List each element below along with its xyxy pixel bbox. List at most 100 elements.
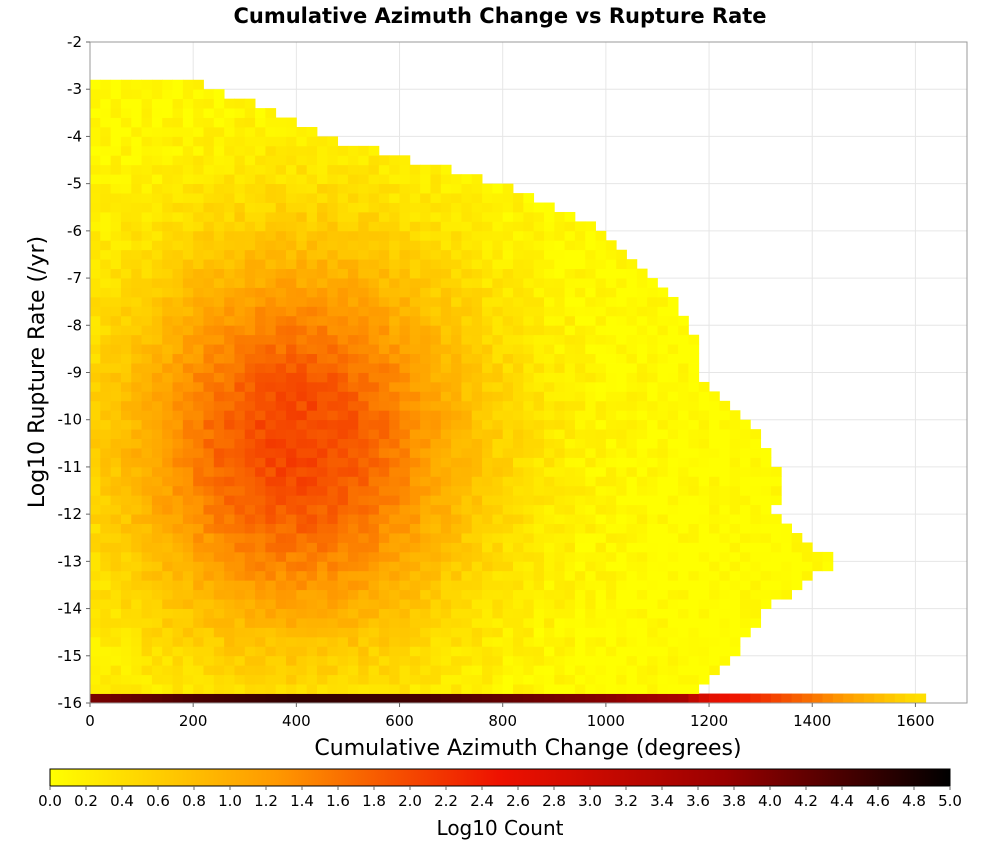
heatmap-cell: [224, 608, 235, 619]
heatmap-cell: [543, 684, 555, 694]
heatmap-cell: [533, 306, 545, 317]
heatmap-cell: [409, 476, 421, 487]
heatmap-cell: [172, 211, 184, 222]
heatmap-cell: [286, 306, 297, 317]
heatmap-cell: [193, 674, 204, 685]
heatmap-cell: [90, 259, 101, 270]
heatmap-cell: [234, 145, 246, 156]
heatmap-cell: [286, 136, 297, 147]
heatmap-cell: [616, 485, 627, 496]
heatmap-cell: [255, 466, 266, 477]
heatmap-cell: [151, 561, 163, 572]
heatmap-cell: [286, 608, 297, 619]
heatmap-cell: [162, 618, 173, 628]
heatmap-cell: [327, 561, 339, 572]
heatmap-cell: [647, 627, 658, 638]
heatmap-cell: [605, 344, 617, 355]
heatmap-cell: [110, 211, 122, 222]
heatmap-cell: [182, 655, 194, 666]
heatmap-cell: [430, 684, 442, 694]
heatmap-cell: [523, 240, 535, 251]
heatmap-cell: [461, 448, 473, 458]
heatmap-cell: [750, 495, 762, 506]
heatmap-cell: [430, 315, 442, 326]
heatmap-cell: [626, 391, 638, 402]
heatmap-cell: [182, 174, 194, 185]
heatmap-cell: [595, 259, 607, 270]
heatmap-cell: [729, 608, 741, 619]
heatmap-cell: [729, 438, 741, 449]
heatmap-cell: [368, 655, 380, 666]
heatmap-cell: [378, 608, 390, 619]
heatmap-cell: [286, 240, 297, 251]
heatmap-cell: [213, 504, 225, 515]
heatmap-cell: [347, 655, 359, 666]
heatmap-cell: [471, 618, 483, 628]
heatmap-cell: [554, 618, 566, 628]
heatmap-cell: [203, 259, 215, 270]
heatmap-cell: [182, 599, 194, 609]
heatmap-cell: [213, 693, 225, 704]
heatmap-cell: [203, 221, 215, 232]
heatmap-cell: [543, 325, 555, 336]
heatmap-cell: [440, 202, 452, 213]
heatmap-cell: [420, 259, 431, 270]
heatmap-cell: [110, 89, 122, 100]
heatmap-cell: [461, 249, 473, 260]
heatmap-cell: [327, 344, 339, 355]
heatmap-cell: [451, 174, 462, 185]
heatmap-cell: [409, 278, 421, 288]
heatmap-cell: [90, 278, 101, 288]
heatmap-cell: [378, 485, 390, 496]
heatmap-cell: [574, 684, 586, 694]
heatmap-cell: [172, 202, 184, 213]
heatmap-cell: [729, 523, 741, 534]
heatmap-cell: [100, 476, 112, 487]
heatmap-cell: [585, 240, 596, 251]
heatmap-cell: [482, 448, 493, 458]
heatmap-cell: [306, 429, 318, 439]
heatmap-cell: [358, 533, 369, 543]
heatmap-cell: [688, 391, 700, 402]
heatmap-cell: [574, 372, 586, 383]
heatmap-cell: [657, 372, 669, 383]
heatmap-cell: [90, 325, 101, 336]
heatmap-cell: [574, 448, 586, 458]
heatmap-cell: [316, 410, 328, 421]
heatmap-cell: [162, 570, 173, 581]
heatmap-cell: [461, 684, 473, 694]
heatmap-cell: [678, 466, 689, 477]
heatmap-cell: [430, 561, 442, 572]
heatmap-cell: [337, 259, 349, 270]
heatmap-cell: [244, 655, 256, 666]
heatmap-cell: [574, 353, 586, 364]
heatmap-cell: [523, 353, 535, 364]
heatmap-cells: [90, 79, 927, 704]
heatmap-cell: [151, 618, 163, 628]
heatmap-cell: [110, 230, 122, 241]
heatmap-cell: [574, 410, 586, 421]
heatmap-cell: [120, 561, 132, 572]
heatmap-cell: [358, 268, 369, 279]
heatmap-cell: [213, 646, 225, 657]
heatmap-cell: [533, 636, 545, 647]
heatmap-cell: [327, 353, 339, 364]
heatmap-cell: [440, 551, 452, 562]
heatmap-cell: [461, 561, 473, 572]
heatmap-cell: [255, 438, 266, 449]
heatmap-cell: [90, 193, 101, 203]
heatmap-cell: [131, 117, 142, 128]
heatmap-cell: [172, 523, 184, 534]
heatmap-cell: [461, 533, 473, 543]
heatmap-cell: [100, 287, 112, 298]
heatmap-cell: [605, 495, 617, 506]
heatmap-cell: [461, 485, 473, 496]
heatmap-cell: [502, 504, 514, 515]
heatmap-cell: [533, 353, 545, 364]
heatmap-cell: [120, 636, 132, 647]
heatmap-cell: [389, 476, 400, 487]
heatmap-cell: [513, 504, 524, 515]
heatmap-cell: [100, 674, 112, 685]
heatmap-cell: [647, 438, 658, 449]
